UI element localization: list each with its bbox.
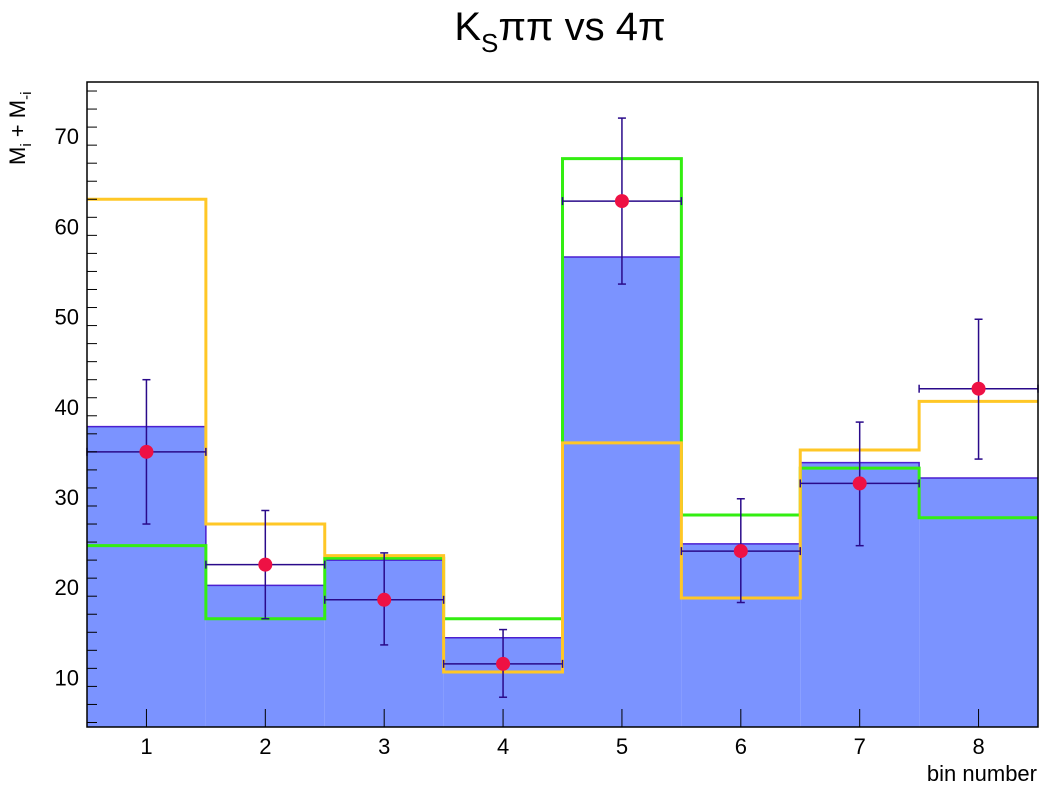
y-tick-label: 40 [55,395,79,420]
data-point [139,444,154,459]
x-tick-label: 4 [497,734,509,759]
plot-frame [86,81,1039,728]
chart-title: KSππ vs 4π [454,5,665,58]
x-tick-label: 5 [616,734,628,759]
x-tick-label: 6 [735,734,747,759]
data-point [852,476,867,491]
plot-area: 10 20 30 40 50 60 70 1 2 3 4 5 6 7 8 [55,81,1039,759]
x-tick-label: 2 [259,734,271,759]
data-point [614,194,629,209]
x-axis-label: bin number [927,761,1037,786]
y-tick-label: 30 [55,485,79,510]
y-tick-label: 60 [55,214,79,239]
data-point [733,544,748,559]
x-tick-label: 7 [854,734,866,759]
filled-bar [562,257,682,727]
y-tick-label: 70 [55,124,79,149]
data-point [496,656,511,671]
y-axis-label: Mi + M-i [5,92,35,165]
filled-bar [919,478,1038,727]
y-tick-label: 10 [55,665,79,690]
y-tick-label: 20 [55,575,79,600]
data-point [971,381,986,396]
data-point [377,592,392,607]
y-tick-label: 50 [55,305,79,330]
data-point [258,557,273,572]
x-tick-label: 1 [140,734,152,759]
x-tick-label: 3 [378,734,390,759]
x-tick-label: 8 [972,734,984,759]
